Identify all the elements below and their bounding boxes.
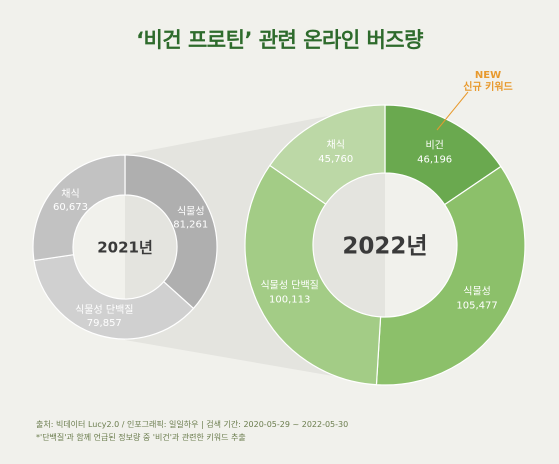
donut-segment bbox=[33, 253, 195, 340]
donut-2022: 비건 46,196 식물성 105,477 식물성 단백질 100,113 채식 45,760… bbox=[244, 104, 526, 386]
annotation-new: NEW bbox=[475, 70, 501, 81]
segment-label: 식물성 bbox=[463, 286, 491, 298]
donut-segment bbox=[124, 154, 218, 310]
segment-value: 81,261 bbox=[173, 220, 208, 231]
center-year-label: 2022년 bbox=[342, 233, 427, 259]
donut-2021: 식물성 81,261 식물성 단백질 79,857 채식 60,673 2021년 bbox=[32, 154, 218, 340]
new-keyword-annotation: NEW 신규 키워드 bbox=[436, 70, 513, 131]
segment-value: 100,113 bbox=[269, 294, 310, 305]
segment-label: 비건 bbox=[425, 139, 443, 151]
donut-segment bbox=[268, 104, 386, 205]
donut-segment bbox=[244, 164, 382, 386]
segment-label: 식물성 bbox=[177, 206, 205, 218]
source-note: 출처: 빅데이터 Lucy2.0 / 인포그래픽: 일일하우 | 검색 기간: … bbox=[36, 420, 349, 429]
annotation-new-keyword: 신규 키워드 bbox=[463, 80, 512, 93]
keyword-note: *'단백질'과 함께 언급된 정보량 중 '비건'과 관련한 키워드 추출 bbox=[36, 433, 246, 442]
donut-segment bbox=[375, 165, 526, 386]
segment-value: 79,857 bbox=[87, 318, 122, 329]
segment-label: 식물성 단백질 bbox=[75, 304, 133, 316]
segment-value: 105,477 bbox=[456, 301, 497, 312]
segment-label: 채식 bbox=[327, 139, 345, 151]
center-year-label: 2021년 bbox=[97, 238, 153, 256]
segment-label: 채식 bbox=[61, 188, 79, 200]
segment-label: 식물성 단백질 bbox=[260, 279, 318, 291]
segment-value: 45,760 bbox=[318, 154, 353, 165]
annotation-leader-line bbox=[436, 91, 469, 131]
footer: 출처: 빅데이터 Lucy2.0 / 인포그래픽: 일일하우 | 검색 기간: … bbox=[36, 418, 348, 444]
chart-title: ‘비건 프로틴’ 관련 온라인 버즈량 bbox=[136, 28, 423, 52]
segment-value: 46,196 bbox=[417, 154, 452, 165]
segment-value: 60,673 bbox=[53, 202, 88, 213]
donut-segment bbox=[32, 154, 126, 262]
